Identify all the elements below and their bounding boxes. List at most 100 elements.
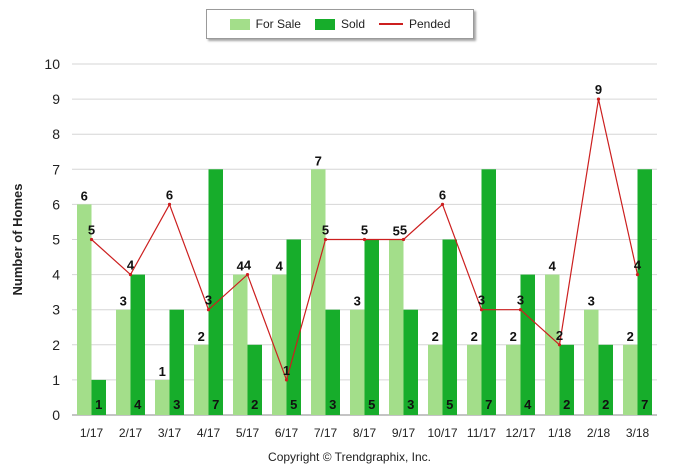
- pended-point: [440, 202, 445, 206]
- pended-data-label: 5: [322, 223, 329, 238]
- y-tick-label: 2: [52, 337, 60, 353]
- for-sale-data-label: 2: [510, 329, 517, 344]
- x-tick-label: 2/18: [587, 426, 611, 440]
- for-sale-data-label: 1: [159, 364, 166, 379]
- sold-data-label: 5: [446, 397, 453, 412]
- pended-point: [635, 273, 640, 277]
- copyright-text: Copyright © Trendgraphix, Inc.: [268, 450, 431, 464]
- sold-bar: [520, 274, 535, 415]
- legend-label-for-sale: For Sale: [255, 17, 301, 31]
- x-tick-label: 4/17: [197, 426, 221, 440]
- for-sale-data-label: 3: [588, 294, 595, 309]
- pended-point: [362, 237, 367, 242]
- sold-data-label: 5: [368, 397, 375, 412]
- pended-point: [128, 273, 133, 277]
- for-sale-data-label: 5: [393, 224, 400, 239]
- legend-item-pended: Pended: [379, 17, 450, 31]
- for-sale-data-label: 7: [315, 153, 322, 168]
- for-sale-bar: [116, 309, 131, 415]
- x-tick-label: 2/17: [119, 426, 143, 440]
- pended-data-label: 4: [127, 258, 135, 273]
- sold-data-label: 7: [485, 397, 492, 412]
- y-tick-label: 1: [52, 372, 60, 388]
- for-sale-bar: [311, 169, 326, 415]
- x-tick-label: 9/17: [392, 426, 416, 440]
- for-sale-data-label: 2: [198, 329, 205, 344]
- pended-data-label: 6: [166, 187, 173, 202]
- x-tick-label: 3/17: [158, 426, 182, 440]
- pended-data-label: 4: [244, 258, 252, 273]
- legend-item-sold: Sold: [314, 17, 365, 31]
- for-sale-bar: [623, 344, 638, 415]
- pended-point: [284, 378, 289, 382]
- for-sale-data-label: 2: [432, 329, 439, 344]
- sold-data-label: 3: [407, 397, 414, 412]
- for-sale-data-label: 4: [549, 259, 557, 274]
- sold-data-label: 1: [95, 397, 102, 412]
- sold-data-label: 2: [251, 397, 258, 412]
- y-tick-label: 4: [52, 267, 60, 283]
- y-axis-title: Number of Homes: [10, 184, 25, 296]
- pended-data-label: 3: [205, 293, 212, 308]
- x-tick-label: 3/18: [626, 426, 650, 440]
- sold-data-label: 2: [602, 397, 609, 412]
- sold-bar: [598, 344, 613, 415]
- sold-bar: [637, 169, 652, 415]
- pended-point: [479, 308, 484, 312]
- pended-data-label: 3: [517, 293, 524, 308]
- y-tick-label: 0: [52, 407, 60, 423]
- for-sale-bar: [194, 344, 209, 415]
- for-sale-bar: [428, 344, 443, 415]
- for-sale-data-label: 4: [237, 259, 245, 274]
- pended-data-label: 9: [595, 82, 602, 97]
- sold-bar: [130, 274, 145, 415]
- for-sale-bar: [584, 309, 599, 415]
- x-tick-label: 6/17: [275, 426, 299, 440]
- pended-point: [89, 237, 94, 242]
- pended-point: [245, 273, 250, 277]
- for-sale-bar: [506, 344, 521, 415]
- x-tick-label: 7/17: [314, 426, 338, 440]
- sold-bar: [559, 344, 574, 415]
- for-sale-bar: [389, 239, 404, 415]
- sold-data-label: 7: [212, 397, 219, 412]
- for-sale-bar: [545, 274, 560, 415]
- x-tick-label: 8/17: [353, 426, 377, 440]
- x-tick-label: 12/17: [505, 426, 535, 440]
- sold-bar: [169, 309, 184, 415]
- for-sale-bar: [77, 204, 92, 415]
- pended-point: [518, 308, 523, 312]
- pended-data-label: 4: [634, 258, 642, 273]
- for-sale-data-label: 2: [627, 329, 634, 344]
- pended-point: [323, 237, 328, 242]
- sold-bar: [364, 239, 379, 415]
- pended-data-label: 5: [400, 223, 407, 238]
- x-tick-label: 1/18: [548, 426, 572, 440]
- sold-data-label: 7: [641, 397, 648, 412]
- y-tick-label: 6: [52, 196, 60, 212]
- pended-data-label: 1: [283, 363, 290, 378]
- pended-data-label: 5: [88, 223, 95, 238]
- sold-data-label: 3: [329, 397, 336, 412]
- sold-bar: [325, 309, 340, 415]
- legend-item-for-sale: For Sale: [229, 17, 301, 31]
- x-tick-label: 10/17: [427, 426, 457, 440]
- sold-bar: [481, 169, 496, 415]
- sold-bar: [442, 239, 457, 415]
- y-tick-label: 10: [44, 56, 60, 72]
- legend-label-pended: Pended: [409, 17, 451, 31]
- pended-point: [206, 308, 211, 312]
- pended-data-label: 2: [556, 328, 563, 343]
- pended-point: [167, 202, 172, 206]
- for-sale-data-label: 6: [81, 188, 88, 203]
- legend: For Sale Sold Pended: [206, 9, 474, 39]
- legend-label-sold: Sold: [340, 17, 365, 31]
- y-tick-label: 7: [52, 161, 60, 177]
- sold-data-label: 5: [290, 397, 297, 412]
- sold-bar: [91, 379, 106, 415]
- for-sale-bar: [272, 274, 287, 415]
- for-sale-bar: [350, 309, 365, 415]
- x-tick-label: 11/17: [467, 426, 496, 440]
- sold-data-label: 3: [173, 397, 180, 412]
